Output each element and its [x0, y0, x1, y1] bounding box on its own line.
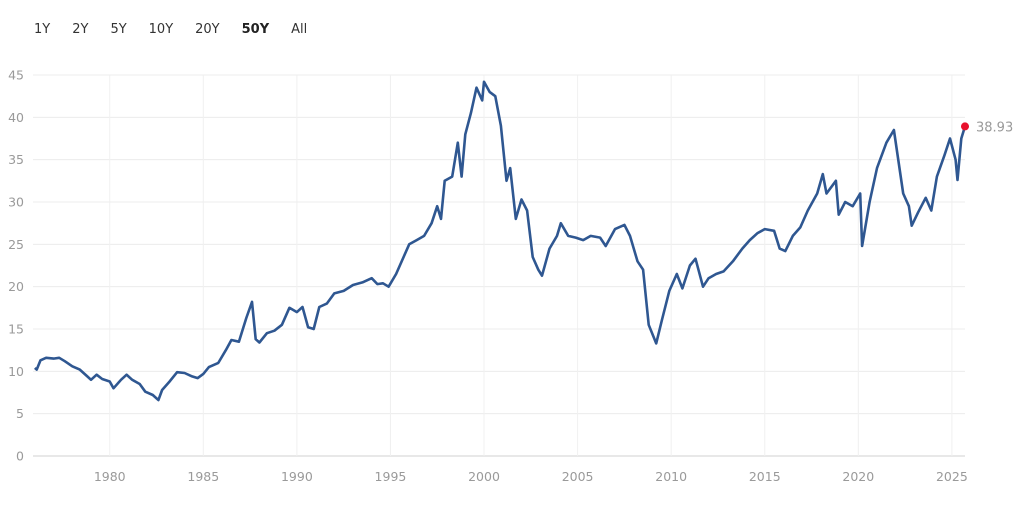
y-tick-label: 40: [8, 110, 24, 125]
y-tick-label: 0: [16, 449, 24, 464]
y-tick-label: 45: [8, 68, 24, 83]
y-tick-label: 15: [8, 322, 24, 337]
x-tick-label: 2010: [655, 469, 687, 484]
range-button-50y[interactable]: 50Y: [241, 22, 270, 37]
range-button-1y[interactable]: 1Y: [34, 22, 51, 37]
x-tick-label: 2025: [936, 469, 968, 484]
x-tick-label: 2005: [562, 469, 594, 484]
last-value-label: 38.93: [976, 120, 1013, 135]
range-button-all[interactable]: All: [291, 22, 308, 37]
series-line: [34, 80, 967, 402]
range-button-20y[interactable]: 20Y: [195, 22, 220, 37]
x-tick-label: 1985: [187, 469, 219, 484]
y-tick-label: 5: [16, 406, 24, 421]
last-point-marker: [961, 122, 969, 131]
x-tick-label: 1995: [375, 469, 407, 484]
y-tick-label: 10: [8, 364, 24, 379]
range-button-10y[interactable]: 10Y: [148, 22, 174, 37]
y-tick-label: 30: [8, 195, 24, 210]
x-tick-label: 2020: [842, 469, 874, 484]
x-tick-label: 1990: [281, 469, 313, 484]
y-tick-label: 35: [8, 152, 24, 167]
y-tick-label: 20: [8, 279, 24, 294]
x-tick-label: 1980: [94, 469, 126, 484]
range-selector: 1Y 2Y 5Y 10Y 20Y 50Y All: [34, 22, 329, 37]
x-tick-label: 2015: [749, 469, 781, 484]
range-button-5y[interactable]: 5Y: [110, 22, 127, 37]
y-tick-label: 25: [8, 237, 24, 252]
range-button-2y[interactable]: 2Y: [72, 22, 89, 37]
x-tick-label: 2000: [468, 469, 500, 484]
